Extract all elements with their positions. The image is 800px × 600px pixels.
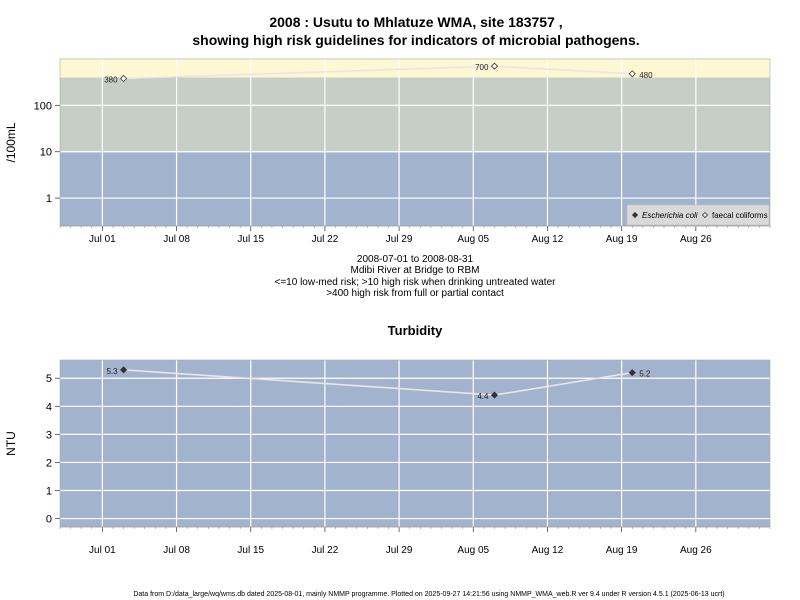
x-tick-label-0: Jul 01 — [89, 234, 116, 245]
y-tick-label-0: 1 — [46, 193, 52, 205]
figure-title-line2: showing high risk guidelines for indicat… — [192, 32, 639, 48]
period-caption-line3: <=10 low-med risk; >10 high risk when dr… — [275, 277, 557, 288]
x-tick-label-2: Jul 15 — [237, 234, 264, 245]
y-tick-label-3: 3 — [46, 429, 52, 441]
x-tick-label-2: Jul 15 — [237, 545, 264, 556]
y-axis-label: NTU — [4, 431, 18, 456]
y-tick-label-1: 10 — [40, 147, 52, 159]
x-tick-label-1: Jul 08 — [163, 545, 190, 556]
legend-marker-0 — [631, 211, 639, 219]
footer-note: Data from D:/data_large/wq/wms.db dated … — [133, 591, 724, 598]
data-label-0-2: 480 — [639, 71, 653, 80]
x-tick-label-5: Aug 05 — [457, 234, 489, 245]
plot-background — [60, 360, 770, 527]
plot-frame — [59, 359, 771, 528]
x-tick-label-0: Jul 01 — [89, 545, 116, 556]
risk-band-1 — [60, 77, 770, 152]
data-label-0-2: 5.2 — [639, 370, 651, 379]
data-point-0-0 — [120, 366, 128, 374]
x-tick-label-1: Jul 08 — [163, 234, 190, 245]
x-tick-label-8: Aug 26 — [680, 545, 712, 556]
x-tick-label-6: Aug 12 — [532, 234, 564, 245]
x-tick-label-8: Aug 26 — [680, 234, 712, 245]
data-point-0-2 — [628, 70, 636, 78]
x-tick-label-7: Aug 19 — [606, 545, 638, 556]
y-axis-label: /100mL — [4, 122, 18, 162]
figure-title-line1: 2008 : Usutu to Mhlatuze WMA, site 18375… — [269, 14, 562, 30]
legend-label-1: faecal coliforms — [712, 211, 768, 220]
data-label-0-0: 5.3 — [106, 367, 118, 376]
x-tick-label-4: Jul 29 — [386, 234, 413, 245]
y-tick-label-4: 4 — [46, 401, 52, 413]
data-label-0-1: 4.4 — [477, 392, 489, 401]
data-point-0-0 — [120, 74, 128, 83]
x-tick-label-3: Jul 22 — [312, 545, 339, 556]
microbial-chart: Jul 01 Jul 08 Jul 15 Jul 22 Jul 29 Aug 05 Aug … — [4, 58, 771, 245]
data-point-0-1 — [490, 62, 499, 70]
data-point-0-1 — [490, 391, 499, 399]
y-tick-label-1: 1 — [46, 486, 52, 498]
data-label-0-0: 380 — [104, 75, 118, 84]
period-caption-line1: 2008-07-01 to 2008-08-31 — [357, 254, 474, 265]
chart-title: Turbidity — [388, 323, 443, 338]
x-tick-label-7: Aug 19 — [606, 234, 638, 245]
y-tick-label-5: 5 — [46, 373, 52, 385]
y-tick-label-2: 2 — [46, 457, 52, 469]
x-tick-label-4: Jul 29 — [386, 545, 413, 556]
data-point-0-2 — [628, 369, 636, 377]
legend-box — [626, 204, 770, 226]
x-tick-label-6: Aug 12 — [532, 545, 564, 556]
legend-label-0: Escherichia coli — [642, 211, 698, 220]
data-label-0-1: 700 — [475, 63, 489, 72]
legend-marker-1 — [701, 211, 709, 219]
legend: Escherichia coli faecal coliforms — [626, 204, 770, 226]
period-caption-line4: >400 high risk from full or partial cont… — [326, 288, 504, 299]
plot-frame — [59, 58, 771, 227]
x-tick-label-3: Jul 22 — [312, 234, 339, 245]
period-caption-line2: Mdibi River at Bridge to RBM — [351, 265, 480, 276]
x-tick-label-5: Aug 05 — [457, 545, 489, 556]
turbidity-chart: Jul 01 Jul 08 Jul 15 Jul 22 Jul 29 Aug 05 Aug … — [4, 323, 771, 556]
y-tick-label-2: 100 — [34, 100, 52, 112]
y-tick-label-0: 0 — [46, 514, 52, 526]
